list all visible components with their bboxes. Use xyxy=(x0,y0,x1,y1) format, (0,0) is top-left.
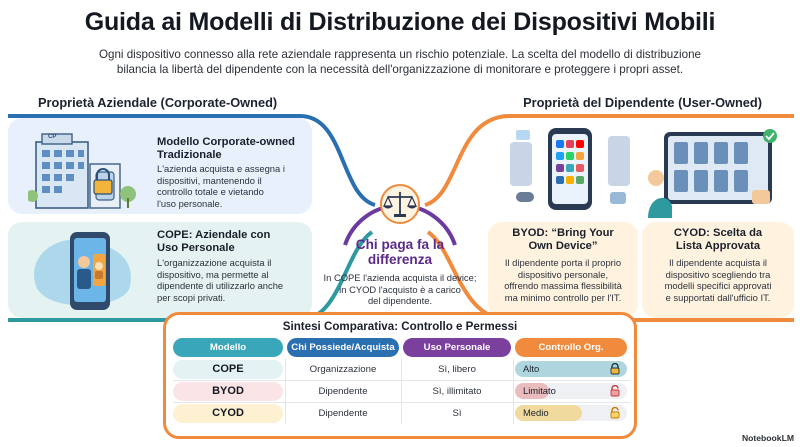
byod-text-line-1: Il dipendente porta il proprio xyxy=(504,257,622,268)
cyod-text-line-3: modelli specifici approvati xyxy=(664,280,772,292)
table-row-cyod-control: Medio xyxy=(515,405,627,421)
byod-text-line-3: offrendo massima flessibilità xyxy=(504,280,622,292)
control-level-label: Limitato xyxy=(523,385,556,396)
center-text: In COPE l'azienda acquista il device; in… xyxy=(318,272,482,307)
table-divider-3 xyxy=(513,358,514,424)
office-building-icon xyxy=(28,133,136,209)
cyod-title-line-2: Lista Approvata xyxy=(675,240,761,252)
cyod-title: CYOD: Scelta da Lista Approvata xyxy=(647,227,789,253)
table-row-byod-control: Limitato xyxy=(515,383,627,399)
subtitle-line-2: bilancia la libertà del dipendente con l… xyxy=(116,63,684,76)
building-label: CP xyxy=(48,134,57,140)
scale-balance-icon xyxy=(380,184,420,224)
page-title: Guida ai Modelli di Distribuzione dei Di… xyxy=(84,8,716,36)
cope-text-line-3: dipendente di utilizzarlo anche xyxy=(157,280,284,292)
section-corporate-heading: Proprietà Aziendale (Corporate-Owned) xyxy=(38,95,278,110)
center-title-line-2: differenza xyxy=(367,252,433,267)
table-row-cyod-model: CYOD xyxy=(173,404,283,423)
lock-open-icon xyxy=(610,407,620,419)
table-header-personal-use: Uso Personale xyxy=(403,338,511,357)
table-row-byod-model: BYOD xyxy=(173,382,283,401)
table-header-control: Controllo Org. xyxy=(515,338,627,357)
center-title: Chi paga fa la differenza xyxy=(330,237,470,267)
control-level-label: Medio xyxy=(523,407,549,418)
corporate-title-line-1: Modello Corporate-owned xyxy=(157,136,295,148)
table-row-cyod-personal-use: Sì xyxy=(452,408,462,419)
byod-text-line-4: ma minimo controllo per l'IT. xyxy=(504,291,622,303)
cyod-text: Il dipendente acquista il dispositivo sc… xyxy=(642,257,794,303)
table-row-cope-owner: Organizzazione xyxy=(309,364,377,375)
lock-open-icon xyxy=(610,385,620,397)
center-text-line-3: del dipendente. xyxy=(367,295,433,306)
connector-right-top xyxy=(424,114,794,207)
table-row-byod-owner: Dipendente xyxy=(318,386,368,397)
cope-title-line-1: COPE: Aziendale con xyxy=(157,229,271,241)
byod-text: Il dipendente porta il proprio dispositi… xyxy=(488,257,638,303)
table-row-cyod-owner: Dipendente xyxy=(318,408,368,419)
corporate-text-line-3: controllo totale e vietando xyxy=(157,186,264,198)
corporate-text-line-4: l'uso personale. xyxy=(157,197,223,209)
table-title: Sintesi Comparativa: Controllo e Permess… xyxy=(282,320,518,333)
card-cyod xyxy=(642,222,794,318)
cope-text-line-1: L'organizzazione acquista il xyxy=(157,257,272,268)
connector-left-top xyxy=(8,114,376,207)
cyod-title-line-1: CYOD: Scelta da xyxy=(673,227,763,239)
control-level-fill xyxy=(515,405,583,421)
table-row-separator xyxy=(173,380,630,381)
section-user-heading: Proprietà del Dipendente (User-Owned) xyxy=(523,95,762,110)
byod-apps-phone-icon xyxy=(510,128,630,210)
table-row-separator xyxy=(173,402,630,403)
cope-text: L'organizzazione acquista il dispositivo… xyxy=(157,257,283,303)
corporate-text: L'azienda acquista e assegna i dispositi… xyxy=(157,163,285,209)
cyod-text-line-4: e supportati dall'ufficio IT. xyxy=(665,291,771,303)
corporate-text-line-1: L'azienda acquista e assegna i xyxy=(157,163,285,174)
cope-title-line-2: Uso Personale xyxy=(157,242,235,254)
cope-phone-icon xyxy=(34,232,131,310)
table-row-cope-model: COPE xyxy=(173,360,283,379)
subtitle-line-1: Ogni dispositivo connesso alla rete azie… xyxy=(99,48,701,61)
corporate-text-line-2: dispositivi, mantenendo il xyxy=(157,174,262,186)
table-header-model: Modello xyxy=(173,338,283,357)
table-row-byod-personal-use: Sì, illimitato xyxy=(432,386,482,397)
lock-closed-icon xyxy=(610,363,620,375)
cyod-choice-icon xyxy=(648,129,777,218)
table-header-owner: Chi Possiede/Acquista xyxy=(287,338,399,357)
center-text-line-2: in CYOD l'acquisto è a carico xyxy=(339,283,461,295)
corporate-title-line-2: Tradizionale xyxy=(157,149,222,161)
card-byod xyxy=(488,222,638,318)
cyod-text-line-1: Il dipendente acquista il xyxy=(669,257,767,268)
table-row-cope-control: Alto xyxy=(515,361,627,377)
control-level-fill xyxy=(515,383,549,399)
table-divider-1 xyxy=(285,358,286,424)
cope-text-line-4: per scopi privati. xyxy=(157,291,226,303)
page-subtitle: Ogni dispositivo connesso alla rete azie… xyxy=(60,47,740,77)
byod-title: BYOD: “Bring Your Own Device” xyxy=(493,227,633,253)
brand-logo: NotebookLM xyxy=(741,433,794,443)
corporate-title: Modello Corporate-owned Tradizionale xyxy=(157,136,295,162)
center-title-line-1: Chi paga fa la xyxy=(355,237,445,252)
control-level-label: Alto xyxy=(523,363,540,374)
cope-title: COPE: Aziendale con Uso Personale xyxy=(157,229,270,255)
center-text-line-1: In COPE l'azienda acquista il device; xyxy=(323,272,477,283)
control-level-fill xyxy=(515,361,627,377)
table-row-cope-personal-use: Sì, libero xyxy=(438,364,476,375)
byod-title-line-1: BYOD: “Bring Your xyxy=(512,227,614,239)
table-divider-2 xyxy=(401,358,402,424)
cope-text-line-2: dispositivo, ma permette al xyxy=(157,268,269,280)
byod-text-line-2: dispositivo personale, xyxy=(517,268,609,280)
byod-title-line-2: Own Device” xyxy=(528,240,598,252)
cyod-text-line-2: dispositivo scegliendo tra xyxy=(665,268,771,280)
